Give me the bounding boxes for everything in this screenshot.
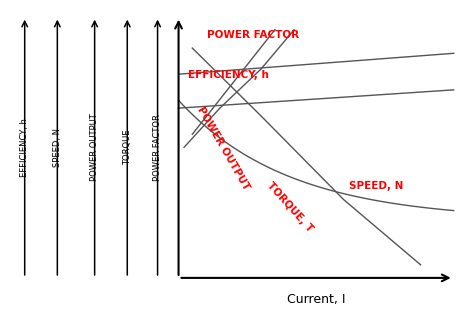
- Text: POWER OUTPUT: POWER OUTPUT: [90, 113, 99, 181]
- Text: SPEED, N: SPEED, N: [349, 181, 403, 191]
- Text: EFFICIENCY, h: EFFICIENCY, h: [20, 118, 29, 177]
- Text: SPEED, N: SPEED, N: [53, 128, 62, 167]
- Text: EFFICIENCY, h: EFFICIENCY, h: [188, 70, 269, 80]
- Text: POWER OUTPUT: POWER OUTPUT: [195, 105, 251, 192]
- Text: TORQUE, T: TORQUE, T: [265, 180, 315, 234]
- Text: POWER FACTOR: POWER FACTOR: [206, 30, 299, 40]
- Text: TORQUE: TORQUE: [123, 130, 132, 165]
- Text: Current, I: Current, I: [287, 293, 345, 306]
- Text: POWER FACTOR: POWER FACTOR: [153, 114, 162, 181]
